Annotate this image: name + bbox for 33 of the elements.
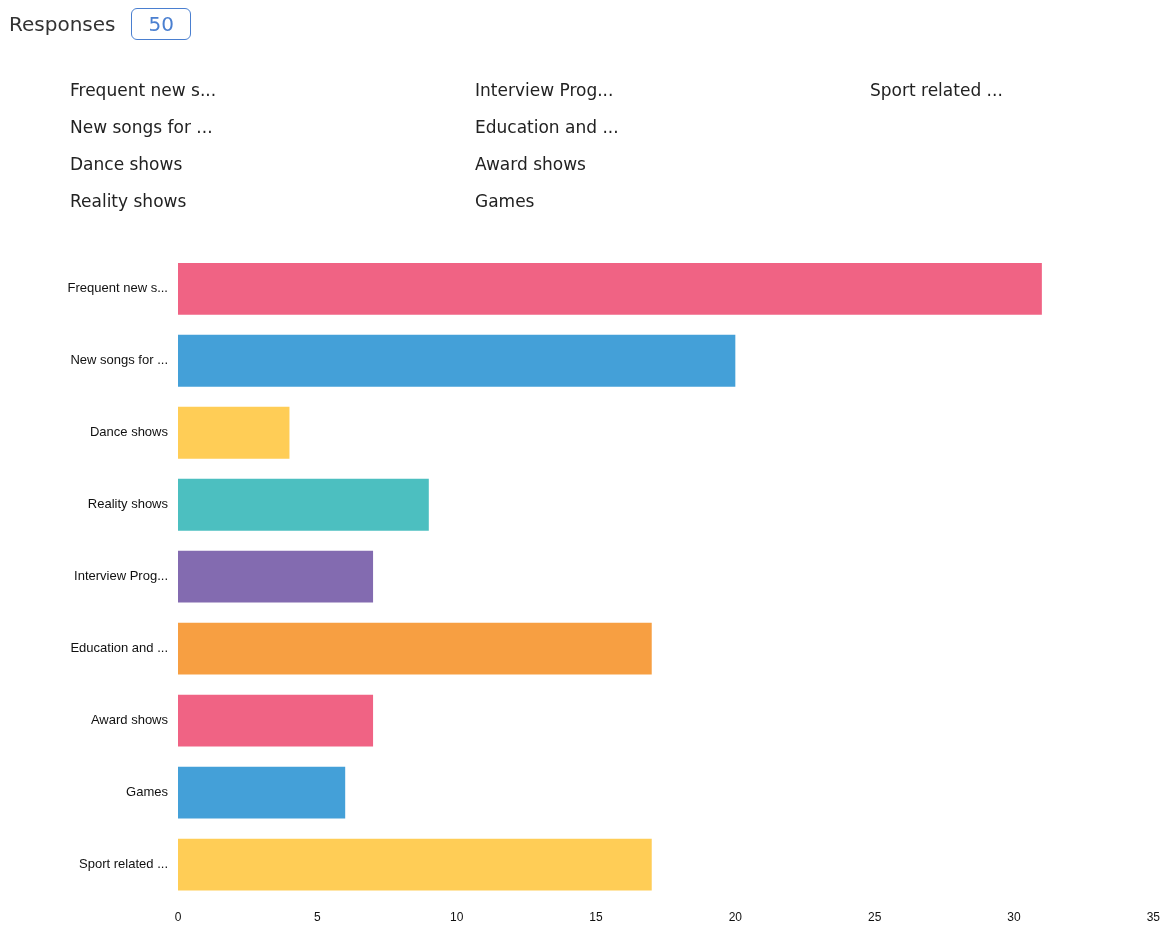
x-tick-label: 10 bbox=[449, 910, 464, 925]
text: Award shows bbox=[475, 154, 587, 176]
chart-title: Responses bbox=[9, 12, 116, 36]
y-tick-label: Education and ... bbox=[70, 640, 168, 656]
text: 50 bbox=[131, 8, 191, 40]
x-tick-label: 5 bbox=[313, 910, 321, 925]
bar bbox=[178, 406, 290, 459]
y-tick-label: Reality shows bbox=[87, 496, 169, 512]
bar bbox=[178, 262, 1042, 315]
x-tick-label: 20 bbox=[728, 910, 743, 925]
x-tick-label: 15 bbox=[589, 910, 603, 925]
x-tick-label: 30 bbox=[1007, 910, 1021, 925]
x-tick-label: 0 bbox=[174, 910, 182, 925]
y-tick-label: Games bbox=[126, 784, 169, 800]
bar bbox=[178, 622, 652, 675]
x-tick-label: 25 bbox=[867, 910, 882, 925]
y-tick-label: Sport related ... bbox=[79, 856, 168, 872]
y-tick-label: Interview Prog... bbox=[74, 568, 168, 584]
bar bbox=[178, 766, 346, 819]
bar bbox=[178, 334, 736, 387]
x-tick-label: 35 bbox=[1146, 910, 1161, 925]
y-tick-label: Dance shows bbox=[89, 424, 169, 440]
y-tick-label: Frequent new s... bbox=[67, 280, 168, 296]
bar bbox=[178, 478, 429, 531]
text: Education and ... bbox=[475, 117, 620, 139]
y-tick-label: New songs for ... bbox=[70, 352, 168, 368]
text: Sport related ... bbox=[870, 80, 1004, 102]
bar bbox=[178, 550, 374, 603]
text: Interview Prog... bbox=[475, 80, 615, 102]
y-tick-label: Award shows bbox=[90, 712, 169, 728]
bar bbox=[178, 694, 374, 747]
bar bbox=[178, 838, 652, 891]
text: Games bbox=[475, 191, 536, 213]
